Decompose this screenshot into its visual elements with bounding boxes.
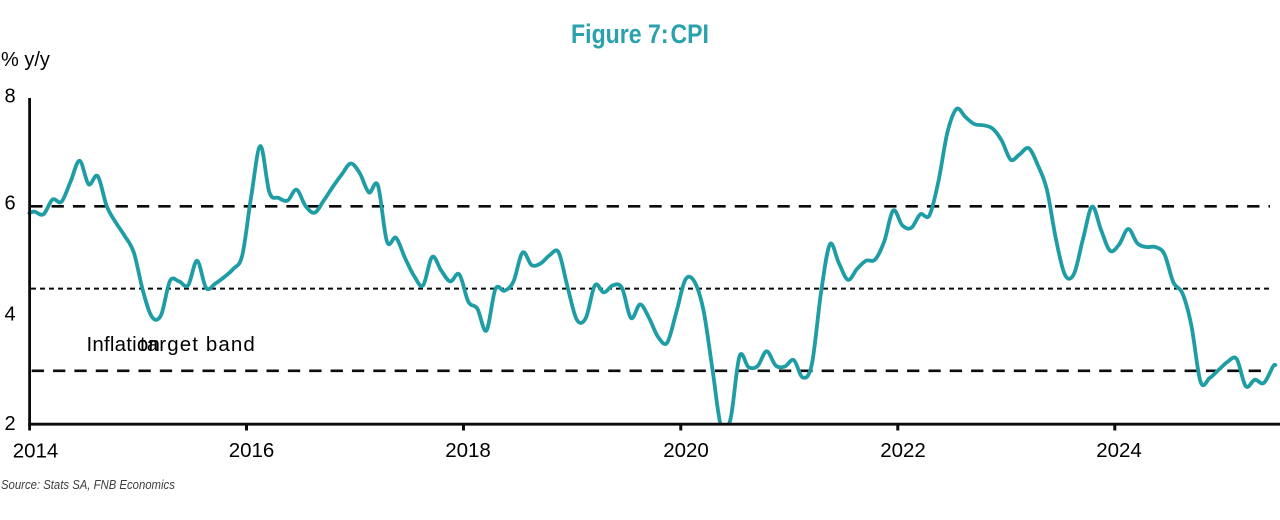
svg-text:8: 8 — [5, 86, 16, 108]
svg-text:2014: 2014 — [13, 439, 59, 462]
svg-text:2018: 2018 — [445, 439, 491, 462]
svg-text:6: 6 — [5, 193, 16, 215]
svg-text:4: 4 — [5, 304, 16, 326]
svg-text:2020: 2020 — [663, 439, 709, 462]
svg-text:2022: 2022 — [880, 439, 926, 462]
svg-text:2016: 2016 — [229, 439, 275, 462]
svg-text:2: 2 — [5, 413, 16, 435]
svg-text:2024: 2024 — [1096, 439, 1142, 462]
